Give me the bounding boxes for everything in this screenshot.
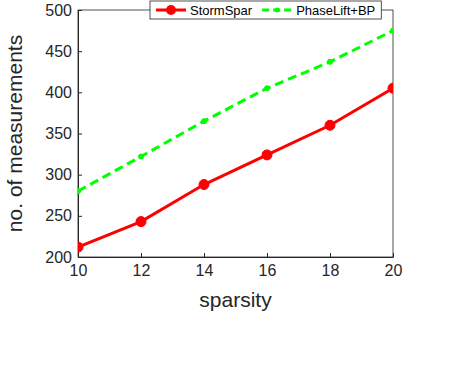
x-tick-mark — [141, 253, 142, 257]
y-tick: 250 — [45, 207, 82, 224]
series-point — [328, 59, 333, 64]
series-group — [78, 28, 393, 252]
y-axis: 200 250 300 350 400 450 500 — [45, 2, 82, 266]
y-tick-mark — [78, 92, 82, 93]
y-tick-label: 300 — [45, 166, 72, 183]
x-tick-mark — [393, 253, 394, 257]
series-point — [391, 28, 394, 33]
x-tick: 18 — [322, 253, 340, 279]
x-tick-label: 12 — [133, 262, 151, 279]
legend-label: PhaseLift+BP — [296, 3, 375, 18]
x-axis-line — [79, 257, 394, 258]
x-tick: 16 — [259, 253, 277, 279]
x-tick: 14 — [196, 253, 214, 279]
series-line — [78, 88, 393, 247]
y-tick-label: 400 — [45, 84, 72, 101]
plot-frame — [78, 10, 393, 257]
x-tick: 12 — [133, 253, 151, 279]
y-tick-label: 200 — [45, 249, 72, 266]
series-point — [136, 217, 146, 227]
x-tick-label: 10 — [70, 262, 88, 279]
series-point — [388, 83, 393, 93]
chart: 10 12 14 16 18 20 200 250 300 350 400 450 500 sparsit… — [0, 0, 450, 372]
x-tick-label: 16 — [259, 262, 277, 279]
y-tick: 350 — [45, 125, 82, 142]
series-point — [265, 86, 270, 91]
x-tick-label: 20 — [385, 262, 403, 279]
series-point — [202, 119, 207, 124]
x-tick-mark — [267, 253, 268, 257]
series-point — [199, 180, 209, 190]
y-tick: 200 — [45, 249, 82, 266]
y-tick-label: 250 — [45, 207, 72, 224]
legend: StormSpar PhaseLift+BP — [150, 1, 381, 19]
legend-swatch — [262, 9, 292, 12]
series-point — [262, 150, 272, 160]
x-tick-mark — [204, 253, 205, 257]
x-tick: 20 — [385, 253, 403, 279]
series-line — [78, 31, 393, 192]
legend-label: StormSpar — [190, 3, 253, 18]
y-tick-label: 450 — [45, 43, 72, 60]
y-tick: 450 — [45, 43, 82, 60]
legend-marker — [275, 8, 280, 13]
y-tick-mark — [78, 10, 82, 11]
y-tick-mark — [78, 134, 82, 135]
series-point — [78, 242, 83, 252]
y-tick-label: 500 — [45, 2, 72, 19]
series-point — [139, 154, 144, 159]
x-tick-label: 14 — [196, 262, 214, 279]
y-tick-mark — [78, 175, 82, 176]
y-tick: 400 — [45, 84, 82, 101]
plot: 10 12 14 16 18 20 200 250 300 350 400 450 500 — [45, 2, 402, 280]
y-axis-title: no. of measurements — [3, 35, 26, 232]
legend-marker — [166, 5, 176, 15]
y-tick-mark — [78, 51, 82, 52]
y-tick-mark — [78, 216, 82, 217]
x-axis: 10 12 14 16 18 20 — [70, 253, 403, 279]
x-tick-mark — [330, 253, 331, 257]
series-point — [325, 120, 335, 130]
x-axis-title: sparsity — [199, 288, 272, 311]
y-tick: 300 — [45, 166, 82, 183]
legend-box — [150, 1, 381, 19]
legend-entry: PhaseLift+BP — [262, 3, 375, 18]
y-tick-label: 350 — [45, 125, 72, 142]
series-point — [78, 189, 81, 194]
x-tick-label: 18 — [322, 262, 340, 279]
y-tick: 500 — [45, 2, 82, 19]
legend-entry: StormSpar — [156, 3, 253, 18]
y-tick-mark — [78, 257, 82, 258]
